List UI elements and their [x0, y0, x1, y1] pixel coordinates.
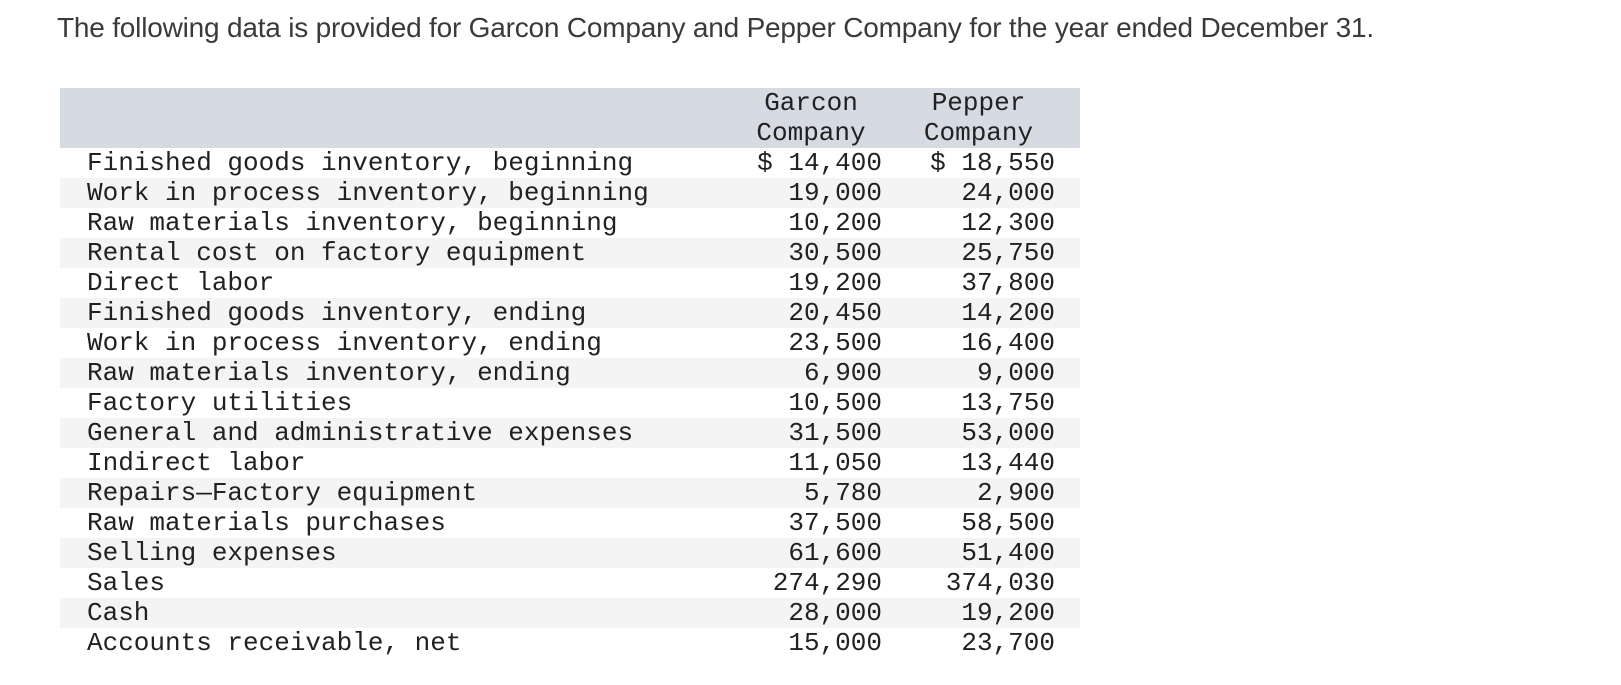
table-row: Selling expenses 61,600 51,400	[60, 538, 1080, 568]
table-header: Garcon Company Pepper Company	[60, 88, 1080, 148]
pepper-value: 13,750	[961, 388, 1055, 418]
row-label: Raw materials inventory, ending	[87, 358, 571, 388]
pepper-column-header: Pepper Company	[882, 88, 1080, 148]
garcon-value: 19,000	[788, 178, 882, 208]
row-label: Cash	[87, 598, 150, 628]
table-row: Raw materials inventory, ending 6,900 9,…	[60, 358, 1080, 388]
garcon-value: 11,050	[788, 448, 882, 478]
row-label: Sales	[87, 568, 166, 598]
pepper-value: 37,800	[961, 268, 1055, 298]
garcon-value: 30,500	[788, 238, 882, 268]
pepper-value: 14,200	[961, 298, 1055, 328]
table-row: Sales 274,290 374,030	[60, 568, 1080, 598]
garcon-value: 37,500	[788, 508, 882, 538]
pepper-value: 9,000	[976, 358, 1055, 388]
table-row: Raw materials purchases 37,500 58,500	[60, 508, 1080, 538]
table-row: Repairs—Factory equipment 5,780 2,900	[60, 478, 1080, 508]
table-row: Accounts receivable, net 15,000 23,700	[60, 628, 1080, 658]
garcon-value: 10,200	[788, 208, 882, 238]
garcon-header-line2: Company	[756, 118, 866, 148]
pepper-value: 53,000	[961, 418, 1055, 448]
garcon-value: $ 14,400	[757, 148, 882, 178]
pepper-value: 51,400	[961, 538, 1055, 568]
garcon-value: 31,500	[788, 418, 882, 448]
row-label: Finished goods inventory, beginning	[87, 148, 634, 178]
table-row: Work in process inventory, beginning 19,…	[60, 178, 1080, 208]
table-body: Finished goods inventory, beginning $ 14…	[60, 148, 1080, 658]
table-row: Cash 28,000 19,200	[60, 598, 1080, 628]
problem-statement: The following data is provided for Garco…	[57, 12, 1374, 43]
pepper-value: 24,000	[961, 178, 1055, 208]
pepper-value: 19,200	[961, 598, 1055, 628]
row-label: Raw materials inventory, beginning	[87, 208, 618, 238]
row-label: Factory utilities	[87, 388, 353, 418]
table-row: General and administrative expenses 31,5…	[60, 418, 1080, 448]
row-label: Direct labor	[87, 268, 275, 298]
company-data-table: Garcon Company Pepper Company Finished g…	[60, 88, 1080, 658]
row-label: Rental cost on factory equipment	[87, 238, 587, 268]
table-row: Factory utilities 10,500 13,750	[60, 388, 1080, 418]
pepper-value: $ 18,550	[930, 148, 1055, 178]
table-row: Direct labor 19,200 37,800	[60, 268, 1080, 298]
garcon-value: 19,200	[788, 268, 882, 298]
garcon-value: 10,500	[788, 388, 882, 418]
pepper-value: 13,440	[961, 448, 1055, 478]
garcon-value: 28,000	[788, 598, 882, 628]
row-label: Repairs—Factory equipment	[87, 478, 478, 508]
garcon-value: 23,500	[788, 328, 882, 358]
pepper-header-line2: Company	[923, 118, 1034, 148]
garcon-value: 15,000	[788, 628, 882, 658]
row-label: Selling expenses	[87, 538, 337, 568]
pepper-header-line1: Pepper	[931, 88, 1026, 118]
row-label: Raw materials purchases	[87, 508, 446, 538]
garcon-value: 5,780	[803, 478, 882, 508]
garcon-value: 61,600	[788, 538, 882, 568]
row-label: Accounts receivable, net	[87, 628, 462, 658]
row-label: Finished goods inventory, ending	[87, 298, 587, 328]
garcon-value: 20,450	[788, 298, 882, 328]
garcon-column-header: Garcon Company	[700, 88, 882, 148]
table-row: Rental cost on factory equipment 30,500 …	[60, 238, 1080, 268]
pepper-value: 58,500	[961, 508, 1055, 538]
table-row: Indirect labor 11,050 13,440	[60, 448, 1080, 478]
row-label: General and administrative expenses	[87, 418, 634, 448]
row-label: Work in process inventory, ending	[87, 328, 602, 358]
row-label: Work in process inventory, beginning	[87, 178, 649, 208]
pepper-value: 25,750	[961, 238, 1055, 268]
table-row: Finished goods inventory, beginning $ 14…	[60, 148, 1080, 178]
table-row: Work in process inventory, ending 23,500…	[60, 328, 1080, 358]
garcon-value: 274,290	[772, 568, 882, 598]
garcon-header-line1: Garcon	[764, 88, 858, 118]
header-row: Garcon Company Pepper Company	[60, 88, 1080, 148]
label-column-header	[60, 88, 700, 148]
table-row: Finished goods inventory, ending 20,450 …	[60, 298, 1080, 328]
row-label: Indirect labor	[87, 448, 306, 478]
pepper-value: 12,300	[961, 208, 1055, 238]
pepper-value: 16,400	[961, 328, 1055, 358]
pepper-value: 2,900	[976, 478, 1055, 508]
pepper-value: 23,700	[961, 628, 1055, 658]
table-row: Raw materials inventory, beginning 10,20…	[60, 208, 1080, 238]
pepper-value: 374,030	[945, 568, 1055, 598]
garcon-value: 6,900	[803, 358, 882, 388]
financial-data-table: Garcon Company Pepper Company Finished g…	[60, 88, 1080, 658]
